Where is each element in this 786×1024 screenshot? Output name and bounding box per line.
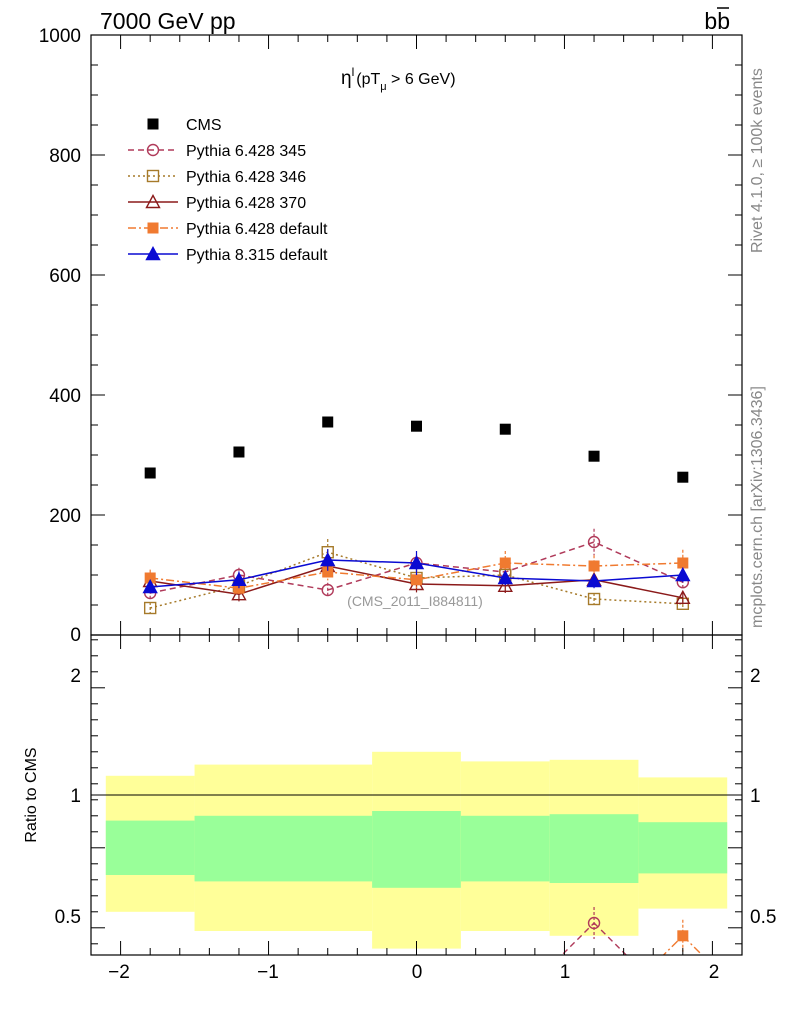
series-0-point-2 bbox=[322, 416, 334, 428]
title-open: (pT bbox=[356, 71, 380, 88]
main-ytick-label-800: 800 bbox=[49, 146, 81, 167]
legend-label-4: Pythia 6.428 default bbox=[186, 221, 328, 238]
main-ytick-label-0: 0 bbox=[70, 625, 81, 646]
series-3-point-6 bbox=[675, 589, 691, 604]
series-5-point-5 bbox=[586, 573, 602, 588]
ratio-band-inner-1 bbox=[194, 815, 373, 882]
ratio-ytick-label-left-1: 1 bbox=[70, 786, 81, 807]
title-main: η bbox=[341, 68, 352, 89]
ratio-band-inner-2 bbox=[372, 811, 461, 888]
ratio-ytick-label-left-2: 2 bbox=[70, 666, 81, 687]
legend-marker-2 bbox=[146, 169, 160, 183]
ratio-ytick-labels: 0.5 1 2 0.5 1 2 bbox=[55, 666, 777, 928]
title-sub: μ bbox=[380, 81, 386, 93]
ratio-band-inner-4 bbox=[549, 814, 639, 883]
ratio-line-in-1 bbox=[662, 935, 684, 955]
legend-label-2: Pythia 6.428 346 bbox=[186, 169, 306, 186]
series-0-point-3 bbox=[411, 420, 422, 432]
series-5-point-4 bbox=[497, 570, 513, 585]
main-series bbox=[142, 416, 691, 615]
series-4-point-3 bbox=[411, 574, 422, 586]
series-2-point-0 bbox=[143, 601, 157, 615]
side-label-top: Rivet 4.1.0, ≥ 100k events bbox=[749, 68, 766, 253]
series-0-point-0 bbox=[144, 467, 156, 479]
series-5-point-6 bbox=[675, 567, 691, 582]
ratio-ytick-label-right-1: 1 bbox=[750, 786, 761, 807]
xtick-label-0: 0 bbox=[412, 962, 423, 983]
ratio-point-0 bbox=[587, 916, 601, 930]
ratio-point-1 bbox=[677, 930, 689, 942]
ratio-line-out-1 bbox=[682, 935, 704, 955]
legend-label-3: Pythia 6.428 370 bbox=[186, 195, 306, 212]
legend: CMS Pythia 6.428 345 Pythia 6.428 346 Pythi… bbox=[128, 117, 328, 264]
ratio-points bbox=[560, 907, 704, 955]
side-label-bottom: mcplots.cern.ch [arXiv:1306.3436] bbox=[749, 386, 766, 628]
xtick-labels: −2 −1 0 1 2 bbox=[108, 962, 719, 983]
series-4-point-6 bbox=[677, 557, 689, 569]
legend-item-2: Pythia 6.428 346 bbox=[128, 169, 306, 186]
xtick-label-neg1: −1 bbox=[257, 962, 279, 983]
legend-label-5: Pythia 8.315 default bbox=[186, 247, 328, 264]
main-ytick-label-600: 600 bbox=[49, 266, 81, 287]
series-5-point-1 bbox=[231, 571, 247, 586]
ratio-band-inner-0 bbox=[105, 820, 195, 875]
series-4-point-4 bbox=[499, 557, 511, 569]
legend-marker-4 bbox=[147, 222, 159, 234]
legend-item-4: Pythia 6.428 default bbox=[128, 221, 328, 238]
legend-item-3: Pythia 6.428 370 bbox=[128, 194, 306, 212]
series-5-point-2 bbox=[320, 552, 336, 567]
series-5-point-0 bbox=[142, 579, 158, 594]
ratio-line-in-0 bbox=[560, 922, 595, 955]
series-1-point-5 bbox=[587, 535, 601, 549]
ratio-ylabel: Ratio to CMS bbox=[23, 747, 40, 842]
ratio-bands bbox=[105, 751, 728, 949]
legend-marker-1 bbox=[146, 143, 160, 157]
ratio-ytick-label-right-2: 2 bbox=[750, 666, 761, 687]
series-4-point-0 bbox=[144, 572, 156, 584]
legend-marker-3 bbox=[145, 194, 161, 209]
main-ytick-label-200: 200 bbox=[49, 506, 81, 527]
series-3-point-4 bbox=[497, 577, 513, 592]
main-ytick-label-1000: 1000 bbox=[39, 26, 81, 47]
legend-marker-0 bbox=[147, 118, 159, 130]
legend-label-1: Pythia 6.428 345 bbox=[186, 143, 306, 160]
series-0-point-4 bbox=[499, 423, 511, 435]
series-0 bbox=[144, 416, 689, 483]
title-sup: l bbox=[352, 65, 355, 79]
series-0-point-5 bbox=[588, 450, 600, 462]
series-0-point-6 bbox=[677, 471, 689, 483]
main-ytick-label-400: 400 bbox=[49, 386, 81, 407]
watermark: (CMS_2011_I884811) bbox=[347, 593, 483, 609]
ratio-line-out-0 bbox=[593, 922, 628, 955]
plot-title: ηl (pTμ > 6 GeV) bbox=[341, 65, 456, 93]
xtick-label-1: 1 bbox=[560, 962, 571, 983]
series-2-point-5 bbox=[587, 592, 601, 606]
xtick-label-2: 2 bbox=[709, 962, 720, 983]
series-5 bbox=[142, 549, 691, 594]
header-left: 7000 GeV pp bbox=[100, 8, 236, 34]
ratio-ytick-label-left-0.5: 0.5 bbox=[55, 907, 81, 928]
series-4-point-5 bbox=[588, 560, 600, 572]
main-ytick-labels: 0 200 400 600 800 1000 bbox=[39, 26, 81, 646]
legend-item-1: Pythia 6.428 345 bbox=[128, 143, 306, 160]
series-5-point-3 bbox=[408, 555, 425, 570]
header-right: bb bbox=[704, 8, 730, 34]
ratio-band-inner-3 bbox=[460, 815, 550, 882]
legend-item-0: CMS bbox=[147, 117, 222, 134]
legend-item-5: Pythia 8.315 default bbox=[128, 246, 328, 264]
ratio-band-inner-5 bbox=[638, 822, 728, 874]
series-1-point-2 bbox=[321, 583, 334, 597]
ticks bbox=[90, 34, 743, 955]
legend-label-0: CMS bbox=[186, 117, 222, 134]
series-0-point-1 bbox=[233, 446, 245, 458]
xtick-label-neg2: −2 bbox=[108, 962, 130, 983]
ratio-ytick-label-right-0.5: 0.5 bbox=[750, 907, 776, 928]
legend-marker-5 bbox=[145, 246, 161, 261]
title-rest: > 6 GeV) bbox=[387, 71, 456, 88]
series-4-point-2 bbox=[322, 566, 334, 578]
